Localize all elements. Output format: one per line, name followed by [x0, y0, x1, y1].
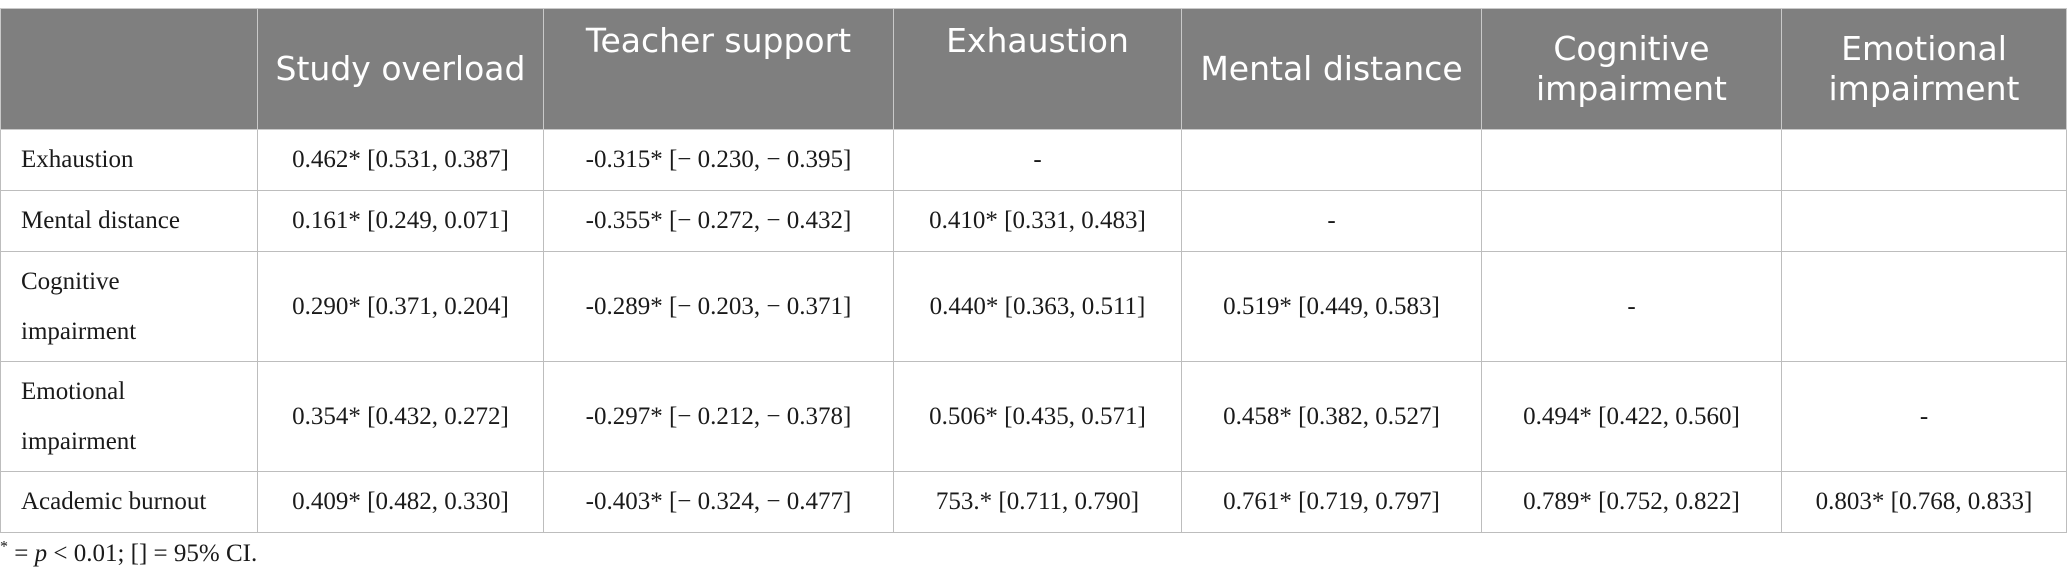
table-cell — [1481, 190, 1782, 252]
table-cell: -0.403* [− 0.324, − 0.477] — [543, 471, 894, 533]
footnote-rest: < 0.01; [] = 95% CI. — [47, 540, 258, 567]
table-row: Emotional impairment 0.354* [0.432, 0.27… — [0, 361, 2067, 472]
table-cell: -0.355* [− 0.272, − 0.432] — [543, 190, 894, 252]
table-footnote: * = p < 0.01; [] = 95% CI. — [0, 538, 258, 568]
table-cell: 0.761* [0.719, 0.797] — [1181, 471, 1482, 533]
table-cell: -0.315* [− 0.230, − 0.395] — [543, 129, 894, 191]
table-cell: 0.462* [0.531, 0.387] — [257, 129, 544, 191]
footnote-p: p — [34, 540, 48, 567]
header-row: Study overload Teacher support Exhaustio… — [0, 8, 2067, 130]
header-cell-blank — [0, 8, 258, 130]
header-study-overload: Study overload — [257, 8, 544, 130]
table-cell — [1781, 190, 2067, 252]
table-cell: 0.161* [0.249, 0.071] — [257, 190, 544, 252]
header-teacher-support: Teacher support — [543, 8, 894, 130]
table-cell: 0.519* [0.449, 0.583] — [1181, 251, 1482, 362]
table-cell: - — [1181, 190, 1482, 252]
row-label: Cognitive impairment — [0, 251, 258, 362]
header-mental-distance: Mental distance — [1181, 8, 1482, 130]
table-cell: 0.803* [0.768, 0.833] — [1781, 471, 2067, 533]
table-cell: 753.* [0.711, 0.790] — [893, 471, 1182, 533]
table-row: Exhaustion 0.462* [0.531, 0.387] -0.315*… — [0, 129, 2067, 191]
table-cell: -0.289* [− 0.203, − 0.371] — [543, 251, 894, 362]
table-cell: 0.458* [0.382, 0.527] — [1181, 361, 1482, 472]
table-cell: - — [893, 129, 1182, 191]
table-cell: -0.297* [− 0.212, − 0.378] — [543, 361, 894, 472]
table-cell: 0.410* [0.331, 0.483] — [893, 190, 1182, 252]
footnote-star: * — [0, 538, 8, 556]
correlation-table: Study overload Teacher support Exhaustio… — [0, 8, 2067, 533]
footnote-equals: = — [8, 540, 35, 567]
table-row: Cognitive impairment 0.290* [0.371, 0.20… — [0, 251, 2067, 362]
header-emotional-impairment: Emotional impairment — [1781, 8, 2067, 130]
row-label: Academic burnout — [0, 471, 258, 533]
table-cell: 0.789* [0.752, 0.822] — [1481, 471, 1782, 533]
table-cell: 0.440* [0.363, 0.511] — [893, 251, 1182, 362]
table-row: Academic burnout 0.409* [0.482, 0.330] -… — [0, 471, 2067, 533]
row-label: Mental distance — [0, 190, 258, 252]
table-cell — [1781, 251, 2067, 362]
row-label: Exhaustion — [0, 129, 258, 191]
row-label: Emotional impairment — [0, 361, 258, 472]
table-container: Study overload Teacher support Exhaustio… — [0, 8, 2068, 533]
table-cell: 0.409* [0.482, 0.330] — [257, 471, 544, 533]
table-cell: 0.290* [0.371, 0.204] — [257, 251, 544, 362]
table-cell — [1781, 129, 2067, 191]
table-cell: 0.506* [0.435, 0.571] — [893, 361, 1182, 472]
header-cognitive-impairment: Cognitive impairment — [1481, 8, 1782, 130]
table-cell: - — [1781, 361, 2067, 472]
table-row: Mental distance 0.161* [0.249, 0.071] -0… — [0, 190, 2067, 252]
table-cell: - — [1481, 251, 1782, 362]
table-cell — [1181, 129, 1482, 191]
table-cell — [1481, 129, 1782, 191]
header-exhaustion: Exhaustion — [893, 8, 1182, 130]
table-cell: 0.354* [0.432, 0.272] — [257, 361, 544, 472]
table-cell: 0.494* [0.422, 0.560] — [1481, 361, 1782, 472]
